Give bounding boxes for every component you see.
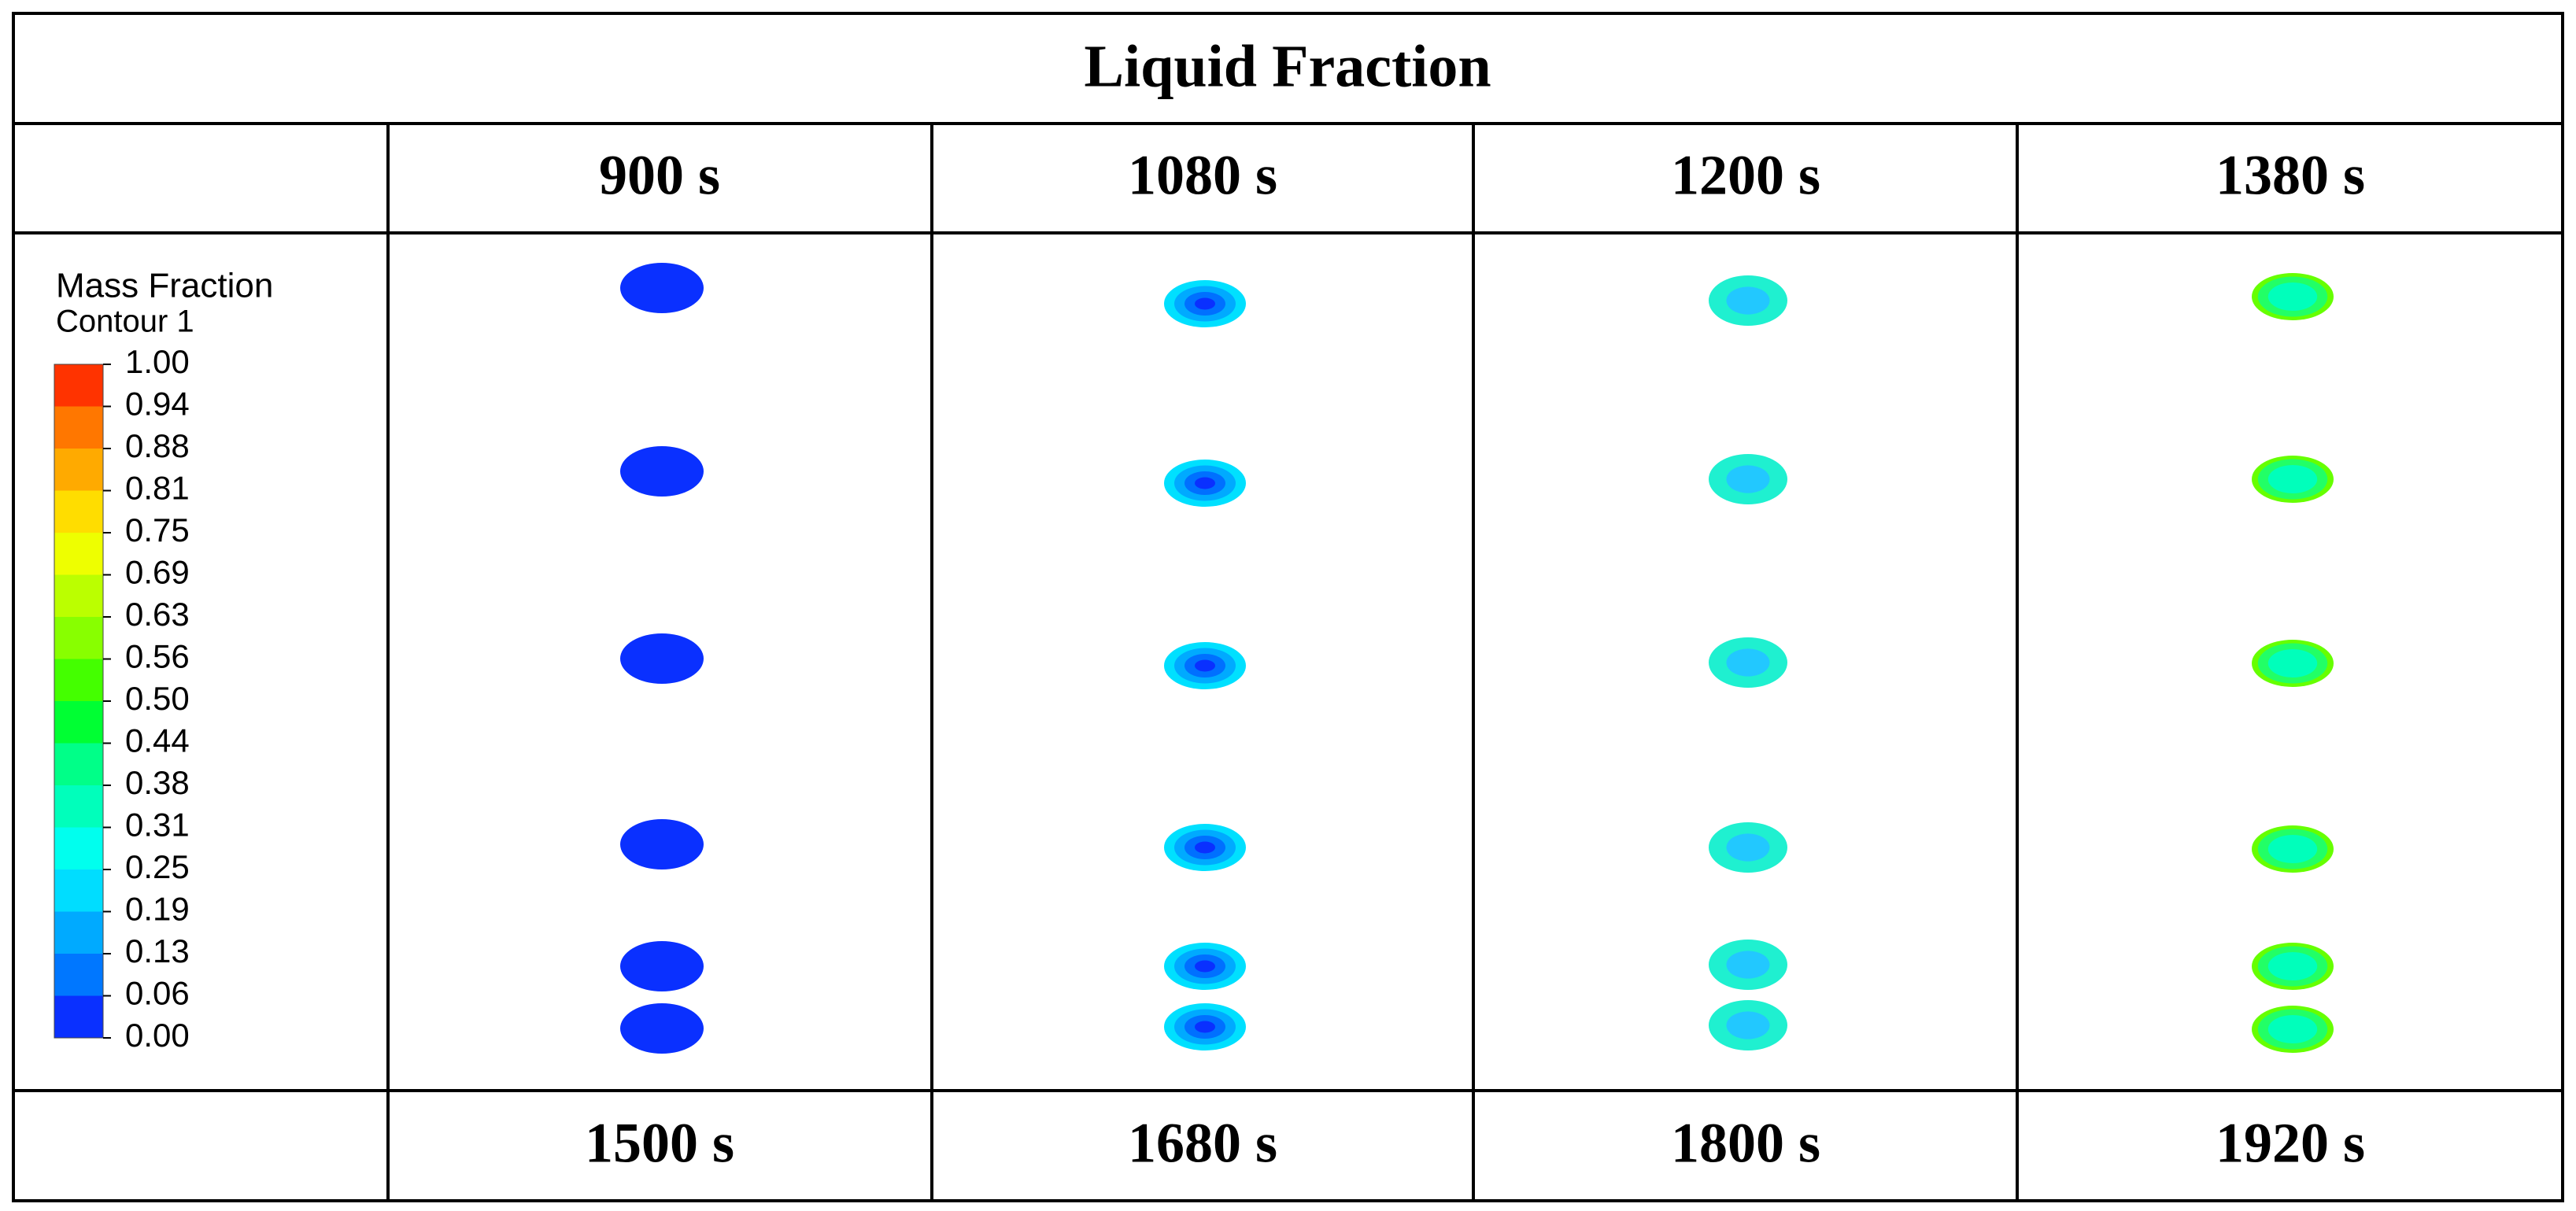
legend-swatch <box>54 827 103 869</box>
time-label: 1680 s <box>1128 1112 1277 1175</box>
droplet <box>2267 1015 2318 1043</box>
legend-level: 0.63 <box>125 596 190 633</box>
droplet <box>1195 960 1215 973</box>
legend-swatch <box>54 574 103 617</box>
legend-level: 0.81 <box>125 470 190 507</box>
legend-level: 0.69 <box>125 554 190 591</box>
time-label: 1200 s <box>1671 144 1820 207</box>
legend-swatch <box>54 701 103 744</box>
legend-swatch <box>54 490 103 533</box>
legend-swatch <box>54 995 103 1038</box>
legend-level: 0.56 <box>125 638 190 675</box>
legend-subtitle: Contour 1 <box>56 305 194 339</box>
droplet <box>1195 659 1215 672</box>
legend-level: 0.94 <box>125 386 190 423</box>
droplet <box>2267 465 2318 493</box>
droplet <box>620 446 704 497</box>
legend-swatch <box>54 406 103 449</box>
legend-title: Mass Fraction <box>56 267 273 305</box>
legend-level: 0.19 <box>125 891 190 928</box>
legend-level: 0.31 <box>125 807 190 844</box>
legend-level: 0.44 <box>125 722 190 759</box>
legend-swatch <box>54 533 103 575</box>
outer-border <box>12 12 2564 1202</box>
legend-swatch <box>54 954 103 996</box>
time-label: 1800 s <box>1671 1112 1820 1175</box>
legend-level: 0.06 <box>125 975 190 1012</box>
legend-swatch <box>54 449 103 491</box>
droplet <box>1726 648 1770 677</box>
grid-lines <box>13 122 2563 1201</box>
droplet <box>1726 951 1770 979</box>
droplet <box>2267 952 2318 980</box>
droplet <box>1726 286 1770 315</box>
legend-swatch <box>54 743 103 785</box>
legend-level: 0.13 <box>125 932 190 969</box>
droplet <box>620 1003 704 1054</box>
legend-swatch <box>54 617 103 659</box>
droplet <box>1195 841 1215 854</box>
legend-level: 0.00 <box>125 1017 190 1054</box>
droplet <box>620 941 704 991</box>
legend-level: 0.50 <box>125 680 190 717</box>
time-label: 1500 s <box>585 1112 734 1175</box>
legend-swatch <box>54 785 103 828</box>
content: 900 s 1080 s 1200 s 1380 s 1500 s 1680 s 1800 … <box>54 144 2365 1175</box>
droplet <box>2267 649 2318 677</box>
droplet <box>1726 833 1770 862</box>
droplet <box>1195 297 1215 310</box>
droplet <box>1726 465 1770 493</box>
legend-level: 0.75 <box>125 511 190 548</box>
legend-swatch <box>54 911 103 954</box>
time-label: 1920 s <box>2216 1112 2365 1175</box>
droplet <box>1726 1011 1770 1039</box>
droplet <box>2267 282 2318 311</box>
time-label: 1080 s <box>1128 144 1277 207</box>
time-label: 1380 s <box>2216 144 2365 207</box>
legend-level: 0.38 <box>125 764 190 801</box>
droplet <box>1195 477 1215 489</box>
time-label: 900 s <box>599 144 720 207</box>
legend-swatch <box>54 869 103 912</box>
legend-swatch <box>54 364 103 407</box>
droplet <box>620 263 704 313</box>
legend-level: 1.00 <box>125 343 190 380</box>
legend-level: 0.25 <box>125 848 190 885</box>
droplet <box>2267 835 2318 863</box>
legend-swatch <box>54 659 103 701</box>
title: Liquid Fraction <box>1084 33 1491 99</box>
droplet <box>620 819 704 869</box>
legend-level: 0.88 <box>125 427 190 464</box>
droplet <box>620 633 704 684</box>
droplet <box>1195 1021 1215 1033</box>
